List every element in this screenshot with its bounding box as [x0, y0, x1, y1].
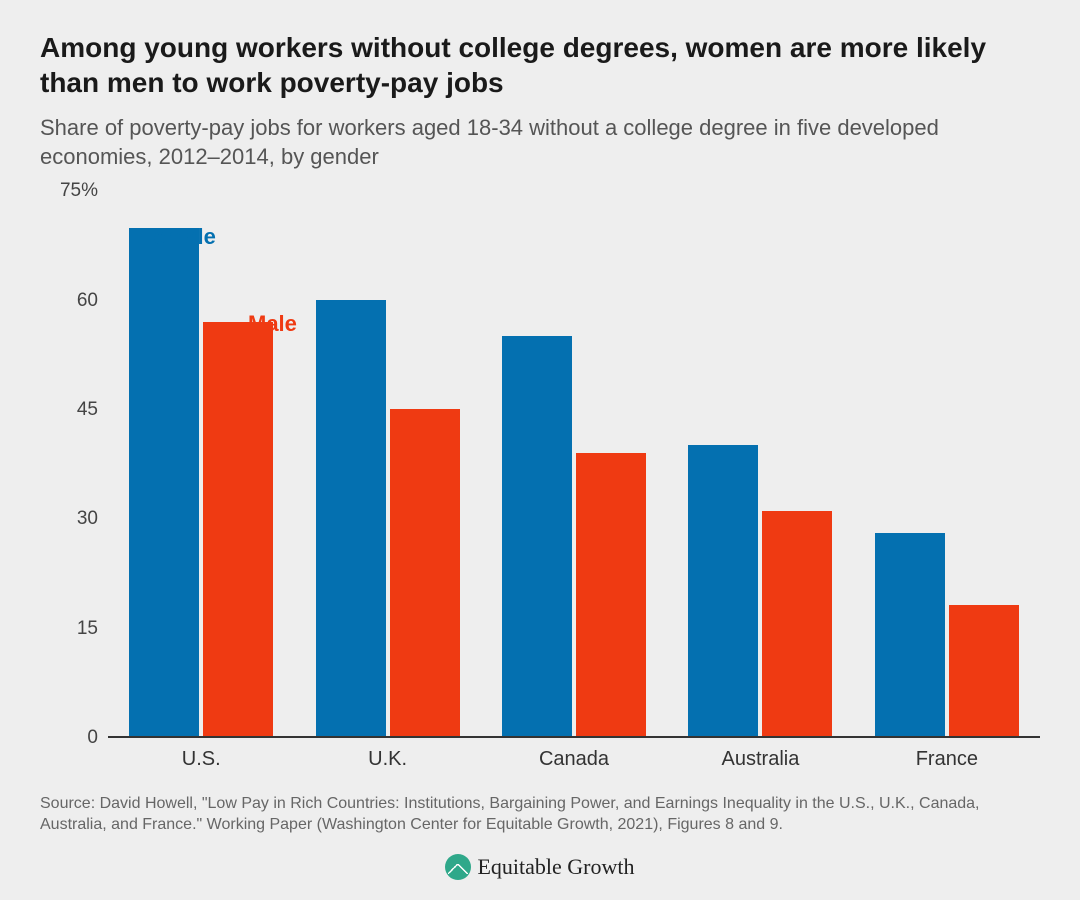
y-tick-label: 75%: [60, 180, 98, 202]
bar: [762, 511, 832, 736]
bar-group: [294, 191, 480, 736]
x-tick-label: Canada: [481, 748, 667, 771]
bar: [949, 605, 1019, 736]
y-tick-label: 45: [77, 399, 98, 421]
x-tick-label: France: [854, 748, 1040, 771]
x-axis: U.S.U.K.CanadaAustraliaFrance: [40, 748, 1040, 771]
bar: [688, 445, 758, 735]
bar-group: [854, 191, 1040, 736]
bar-group: [108, 191, 294, 736]
bar: [316, 300, 386, 736]
source-text: Source: David Howell, "Low Pay in Rich C…: [40, 793, 1040, 836]
logo: Equitable Growth: [40, 854, 1040, 880]
y-axis: 01530456075%: [40, 191, 108, 738]
plot-area: Female Male: [108, 191, 1040, 738]
chart-title: Among young workers without college degr…: [40, 30, 1040, 100]
legend-label: Male: [248, 311, 297, 337]
bar: [129, 228, 199, 736]
logo-mark-icon: [445, 854, 471, 880]
chart-subtitle: Share of poverty-pay jobs for workers ag…: [40, 114, 1040, 171]
bar: [203, 322, 273, 736]
bars-container: [108, 191, 1040, 736]
x-tick-label: Australia: [667, 748, 853, 771]
x-tick-label: U.K.: [294, 748, 480, 771]
x-tick-label: U.S.: [108, 748, 294, 771]
y-tick-label: 15: [77, 618, 98, 640]
bar: [390, 409, 460, 736]
bar: [875, 533, 945, 736]
bar: [502, 336, 572, 735]
bar-group: [481, 191, 667, 736]
chart-area: 01530456075% FemaleMale: [40, 191, 1040, 738]
y-tick-label: 0: [87, 727, 98, 749]
y-tick-label: 30: [77, 508, 98, 530]
y-tick-label: 60: [77, 290, 98, 312]
bar: [576, 453, 646, 736]
logo-text: Equitable Growth: [477, 854, 634, 880]
legend-label: Female: [140, 224, 216, 250]
bar-group: [667, 191, 853, 736]
